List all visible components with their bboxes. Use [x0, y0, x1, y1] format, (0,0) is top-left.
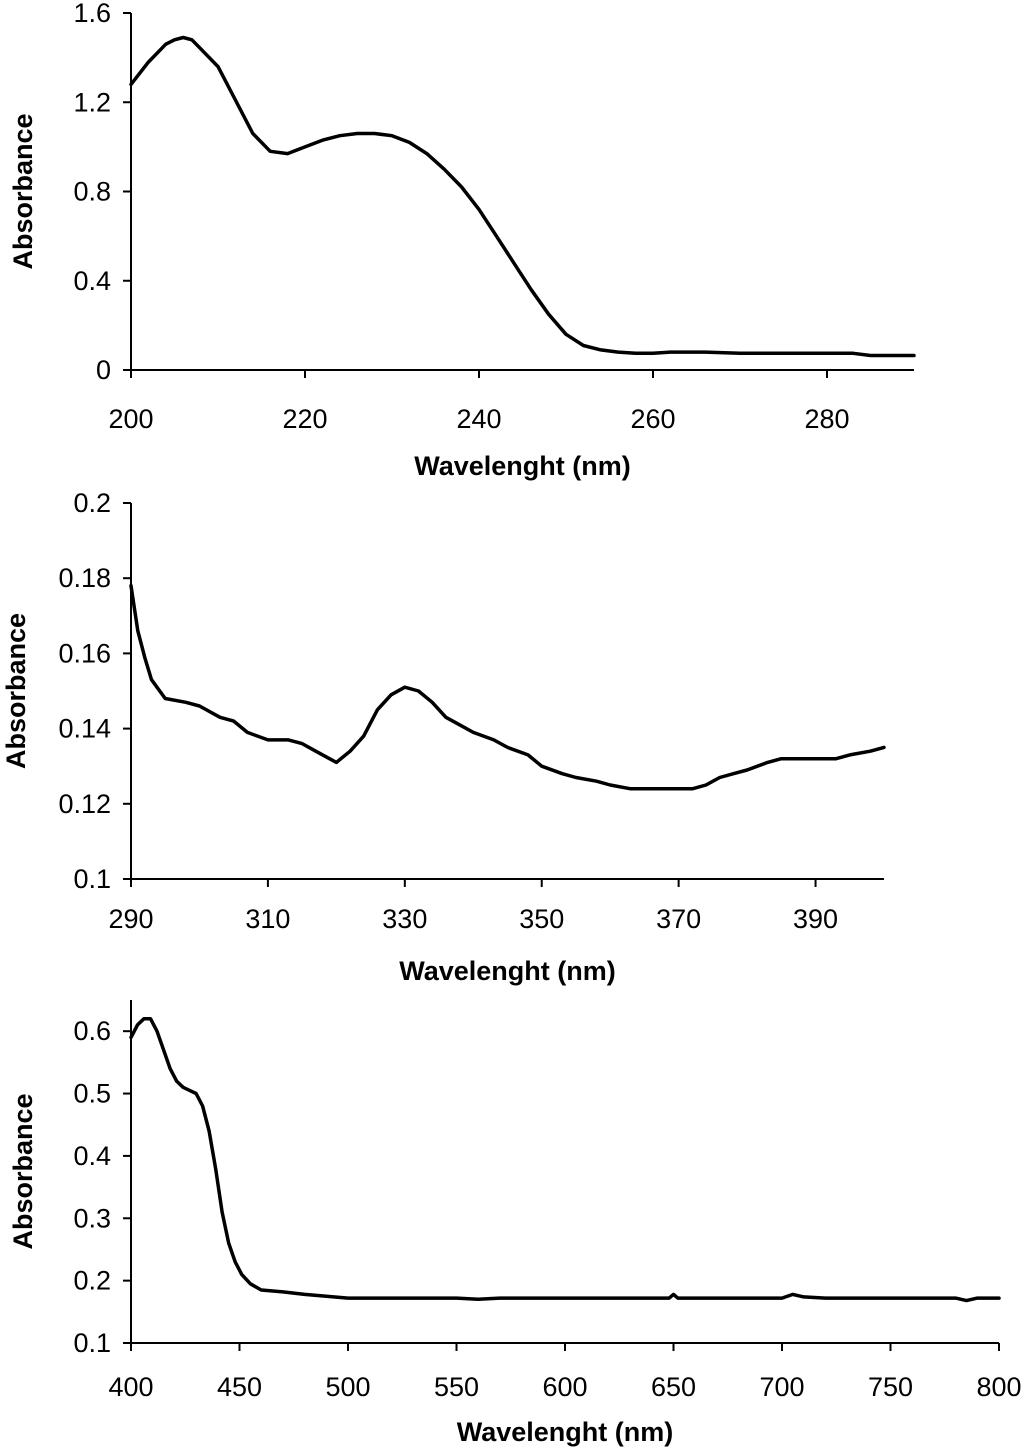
- x-tick-label: 290: [108, 904, 153, 934]
- y-tick-label: 0.14: [58, 714, 111, 744]
- x-tick-label: 390: [793, 904, 838, 934]
- y-tick-label: 0.2: [73, 488, 111, 518]
- y-tick-label: 0.2: [73, 1266, 111, 1296]
- y-tick-label: 0.8: [73, 177, 111, 207]
- x-tick-label: 650: [651, 1372, 696, 1402]
- y-tick-label: 0.12: [58, 789, 111, 819]
- x-axis-title: Wavelenght (nm): [457, 1417, 674, 1447]
- y-axis-title: Absorbance: [1, 613, 31, 769]
- x-tick-label: 350: [519, 904, 564, 934]
- x-tick-label: 800: [976, 1372, 1021, 1402]
- x-tick-label: 550: [434, 1372, 479, 1402]
- y-tick-label: 0.3: [73, 1203, 111, 1233]
- y-tick-label: 0.16: [58, 638, 111, 668]
- y-tick-label: 1.6: [73, 0, 111, 28]
- y-tick-label: 1.2: [73, 87, 111, 117]
- y-tick-label: 0.1: [73, 864, 111, 894]
- x-tick-label: 280: [804, 404, 849, 434]
- y-tick-label: 0.4: [73, 266, 111, 296]
- x-tick-label: 400: [108, 1372, 153, 1402]
- x-axis-title: Wavelenght (nm): [414, 451, 631, 481]
- y-tick-label: 0: [96, 355, 111, 385]
- x-tick-label: 370: [656, 904, 701, 934]
- absorbance-series-line: [129, 35, 916, 358]
- chart-panel-3: 0.1 0.2 0.3 0.4 0.5 0.6 400 450 500 550 600 650 700 7…: [8, 1000, 1022, 1447]
- absorbance-series-line: [129, 1016, 1001, 1303]
- y-axis-title: Absorbance: [8, 113, 38, 269]
- y-tick-label: 0.18: [58, 563, 111, 593]
- x-tick-label: 500: [325, 1372, 370, 1402]
- x-tick-label: 260: [630, 404, 675, 434]
- x-axis-title: Wavelenght (nm): [399, 956, 616, 986]
- y-tick-label: 0.6: [73, 1016, 111, 1046]
- chart-panel-2: 0.1 0.12 0.14 0.16 0.18 0.2 290 310 330 350 370 390…: [1, 488, 886, 986]
- x-tick-label: 750: [868, 1372, 913, 1402]
- x-tick-label: 220: [282, 404, 327, 434]
- x-tick-label: 240: [456, 404, 501, 434]
- x-tick-label: 330: [382, 904, 427, 934]
- x-tick-label: 600: [542, 1372, 587, 1402]
- chart-panel-1: 0 0.4 0.8 1.2 1.6 200 220 240 260 280 Wavelenght (…: [8, 0, 916, 481]
- x-tick-label: 200: [108, 404, 153, 434]
- y-tick-label: 0.1: [73, 1328, 111, 1358]
- y-tick-label: 0.5: [73, 1079, 111, 1109]
- x-tick-label: 700: [759, 1372, 804, 1402]
- x-tick-label: 310: [245, 904, 290, 934]
- y-tick-label: 0.4: [73, 1141, 111, 1171]
- x-tick-label: 450: [217, 1372, 262, 1402]
- absorbance-series-line: [129, 583, 886, 791]
- y-axis-title: Absorbance: [8, 1093, 38, 1249]
